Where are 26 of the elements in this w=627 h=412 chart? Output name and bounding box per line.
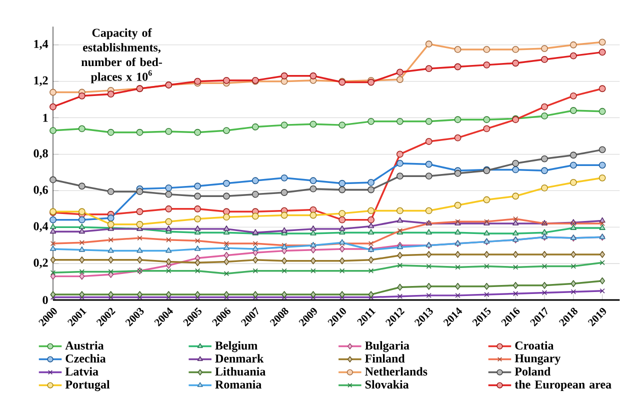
y-tick-label: 0,4 bbox=[34, 222, 48, 232]
legend-label: Latvia bbox=[65, 367, 98, 376]
legend-label: Czechia bbox=[66, 354, 106, 363]
y-tick-label: 0 bbox=[42, 296, 48, 304]
legend-label: the European area bbox=[514, 380, 612, 391]
y-tick-label: 1 bbox=[43, 114, 48, 122]
legend-label: Belgium bbox=[215, 341, 258, 352]
legend-label: Lithuania bbox=[215, 367, 266, 376]
y-tick-label: 0,2 bbox=[34, 258, 48, 268]
legend-label: Portugal bbox=[65, 380, 110, 392]
legend-label: Poland bbox=[514, 367, 551, 376]
legend-label: Denmark bbox=[215, 354, 264, 363]
x-tick-label: 2011 bbox=[357, 308, 376, 326]
legend-label: Finland bbox=[365, 354, 405, 363]
legend-label: Austria bbox=[65, 341, 104, 350]
y-tick-label: 1,4 bbox=[34, 40, 48, 50]
legend-label: Bulgaria bbox=[365, 341, 410, 352]
y-tick-label: 1,2 bbox=[34, 76, 48, 86]
legend-label: Romania bbox=[215, 380, 262, 389]
legend-label: Croatia bbox=[515, 341, 554, 350]
legend-label: Hungary bbox=[514, 354, 561, 365]
y-tick-label: 0,6 bbox=[34, 186, 48, 196]
legend-label: Netherlands bbox=[365, 367, 428, 376]
y-axis-title: Capacity of establishments, number of bed-places x 10$^{6}$ bbox=[81, 28, 162, 84]
y-tick-label: 0,8 bbox=[34, 149, 48, 160]
legend-label: Slovakia bbox=[365, 380, 409, 389]
